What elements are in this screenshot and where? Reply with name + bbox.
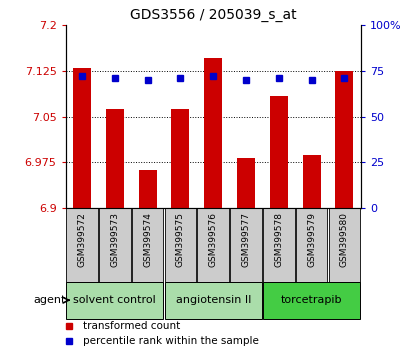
Bar bbox=[295, 209, 326, 282]
Text: GSM399579: GSM399579 bbox=[306, 212, 315, 267]
Text: GSM399580: GSM399580 bbox=[339, 212, 348, 267]
Text: GSM399573: GSM399573 bbox=[110, 212, 119, 267]
Text: percentile rank within the sample: percentile rank within the sample bbox=[83, 336, 258, 346]
Bar bbox=[335, 71, 353, 209]
Text: GSM399578: GSM399578 bbox=[274, 212, 283, 267]
Bar bbox=[263, 209, 294, 282]
Text: agent: agent bbox=[33, 295, 65, 305]
Bar bbox=[328, 209, 359, 282]
Bar bbox=[132, 209, 163, 282]
Bar bbox=[66, 209, 97, 282]
Bar bbox=[73, 68, 91, 209]
Text: transformed count: transformed count bbox=[83, 321, 180, 331]
Text: solvent control: solvent control bbox=[73, 295, 156, 305]
Text: angiotensin II: angiotensin II bbox=[175, 295, 250, 305]
Text: torcetrapib: torcetrapib bbox=[280, 295, 342, 305]
Bar bbox=[164, 209, 196, 282]
Bar bbox=[269, 96, 287, 209]
Text: GSM399574: GSM399574 bbox=[143, 212, 152, 267]
Text: GSM399572: GSM399572 bbox=[77, 212, 86, 267]
Bar bbox=[197, 209, 228, 282]
Bar bbox=[302, 155, 320, 209]
Bar bbox=[171, 109, 189, 209]
Bar bbox=[236, 158, 254, 209]
Bar bbox=[164, 282, 261, 319]
Bar bbox=[66, 282, 163, 319]
Bar bbox=[263, 282, 359, 319]
Bar bbox=[138, 170, 156, 209]
Bar bbox=[99, 209, 130, 282]
Text: GSM399577: GSM399577 bbox=[241, 212, 250, 267]
Bar bbox=[204, 58, 222, 209]
Bar bbox=[106, 109, 124, 209]
Text: GSM399576: GSM399576 bbox=[208, 212, 217, 267]
Text: GSM399575: GSM399575 bbox=[175, 212, 184, 267]
Bar bbox=[230, 209, 261, 282]
Title: GDS3556 / 205039_s_at: GDS3556 / 205039_s_at bbox=[130, 8, 296, 22]
